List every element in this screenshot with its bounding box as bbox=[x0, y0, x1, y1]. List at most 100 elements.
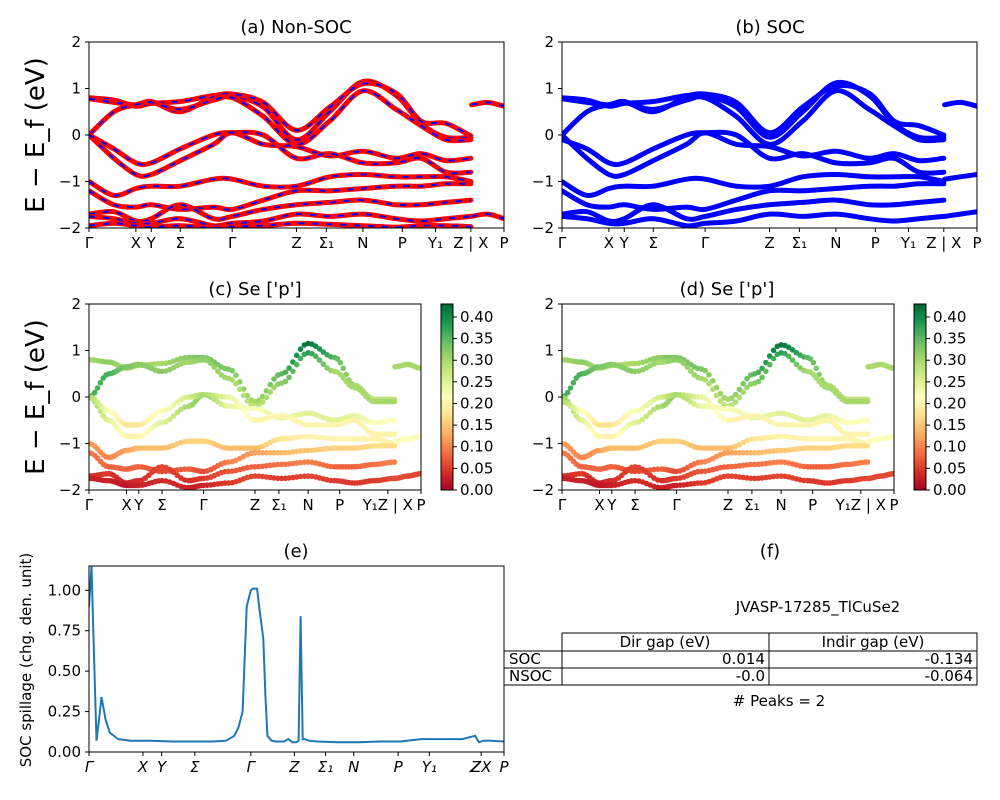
projection-point bbox=[759, 365, 765, 372]
table-row-soc-label: SOC bbox=[509, 650, 541, 668]
xtick-label: X bbox=[594, 496, 604, 514]
projection-point bbox=[864, 443, 871, 449]
ytick-label: 0 bbox=[71, 388, 81, 406]
projection-point bbox=[233, 398, 239, 405]
projection-point bbox=[891, 470, 894, 477]
colorbar-tick-label: 0.25 bbox=[933, 373, 966, 391]
band-line bbox=[562, 211, 947, 228]
projection-point bbox=[267, 389, 274, 395]
band-line-dashed bbox=[89, 89, 471, 146]
xtick-label: N bbox=[348, 758, 359, 776]
projection-point bbox=[271, 384, 277, 391]
ytick-label: 2 bbox=[71, 33, 81, 51]
xtick-label: P bbox=[889, 496, 898, 514]
projection-point bbox=[643, 413, 650, 420]
ytick-label: 0.25 bbox=[48, 703, 81, 721]
band-line bbox=[562, 130, 947, 179]
material-id: JVASP-17285_TlCuSe2 bbox=[735, 598, 900, 617]
colorbar-tick-label: 0.05 bbox=[933, 459, 966, 477]
band-line-dashed bbox=[471, 213, 504, 220]
projection-point bbox=[293, 352, 300, 359]
panel-a: (a) Non-SOC E − E_f (eV) 210−1−2Γ X Y Σ Γ Z Σ₁… bbox=[21, 17, 509, 252]
projection-point bbox=[864, 431, 871, 438]
projection-point bbox=[706, 372, 712, 378]
projection-point bbox=[290, 368, 296, 375]
projection-point bbox=[240, 392, 247, 399]
projection-point bbox=[391, 459, 398, 465]
xtick-label: Γ bbox=[558, 496, 567, 514]
xtick-label: Y bbox=[133, 496, 144, 514]
projection-point bbox=[286, 374, 292, 381]
panel-d-colorbar-ticks: 0.00 0.05 0.10 0.15 0.20 0.25 0.30 0.35 0.40 bbox=[926, 308, 966, 499]
projection-point bbox=[643, 469, 650, 476]
ytick-label: 1.00 bbox=[48, 581, 81, 599]
projection-point bbox=[170, 413, 177, 420]
projection-point bbox=[702, 395, 708, 402]
panel-d-frame bbox=[561, 303, 895, 491]
xtick-label: Σ₁ bbox=[744, 496, 760, 514]
xtick-label: Σ bbox=[176, 234, 185, 252]
plot-area bbox=[89, 340, 421, 490]
projection-point bbox=[864, 398, 871, 405]
projection-point bbox=[391, 417, 398, 424]
ytick-label: 1 bbox=[544, 80, 554, 98]
colorbar-tick-label: 0.15 bbox=[460, 416, 493, 434]
colorbar-tick-label: 0.30 bbox=[933, 351, 966, 369]
projection-point bbox=[240, 408, 247, 415]
panel-f-title: (f) bbox=[760, 541, 780, 562]
panel-c-colorbar: 0.00 0.05 0.10 0.15 0.20 0.25 0.30 0.35 0.40 bbox=[440, 303, 493, 499]
panel-c-frame bbox=[88, 303, 422, 491]
band-line-dashed bbox=[89, 173, 471, 197]
projection-point bbox=[702, 367, 708, 374]
projection-point bbox=[639, 416, 646, 423]
ytick-label: 1 bbox=[544, 342, 554, 360]
panel-a-ylabel: E − E_f (eV) bbox=[21, 57, 51, 213]
projection-point bbox=[891, 433, 894, 440]
xtick-label: Y bbox=[146, 234, 157, 252]
ytick-label: −1 bbox=[532, 435, 554, 453]
projection-point bbox=[736, 394, 743, 401]
xtick-label: Γ bbox=[672, 496, 681, 514]
projection-point bbox=[334, 356, 341, 362]
projection-point bbox=[766, 361, 773, 368]
projection-point bbox=[680, 360, 687, 367]
xtick-label: Σ bbox=[649, 234, 658, 252]
xtick-label: N bbox=[357, 234, 368, 252]
panel-e-ylabel: SOC spillage (chg. den. unit) bbox=[17, 553, 35, 768]
projection-point bbox=[713, 392, 720, 399]
band-line bbox=[562, 88, 947, 147]
ytick-label: 0 bbox=[544, 388, 554, 406]
band-line-dashed bbox=[89, 131, 471, 175]
table-row-nsoc-indir: -0.064 bbox=[925, 667, 973, 685]
xtick-label: X bbox=[604, 234, 614, 252]
projection-point bbox=[312, 353, 319, 360]
colorbar-tick-label: 0.40 bbox=[460, 308, 493, 326]
projection-point bbox=[297, 346, 304, 353]
panel-d-colorbar-gradient bbox=[913, 303, 927, 491]
projection-point bbox=[207, 360, 214, 367]
projection-point bbox=[789, 357, 796, 363]
projection-point bbox=[570, 380, 577, 386]
ytick-label: 0.50 bbox=[48, 662, 81, 680]
plot-area bbox=[89, 78, 504, 228]
panel-c-colorbar-gradient bbox=[440, 303, 454, 491]
ytick-label: 0.00 bbox=[48, 743, 81, 761]
projection-point bbox=[755, 378, 762, 385]
panel-b-frame bbox=[561, 41, 978, 229]
xtick-label: Γ bbox=[228, 234, 237, 252]
projection-point bbox=[891, 365, 894, 371]
projection-point bbox=[418, 433, 421, 440]
projection-point bbox=[643, 402, 650, 409]
band-line bbox=[942, 172, 977, 182]
xtick-label: Z bbox=[250, 496, 260, 514]
projection-point bbox=[166, 416, 173, 423]
xtick-label: Γ bbox=[199, 496, 208, 514]
band-line bbox=[942, 99, 977, 109]
panel-c-colorbar-ticks: 0.00 0.05 0.10 0.15 0.20 0.25 0.30 0.35 0.40 bbox=[453, 308, 493, 499]
panel-f: (f) JVASP-17285_TlCuSe2 Dir gap (eV) Ind… bbox=[503, 541, 978, 710]
panel-e-title: (e) bbox=[283, 541, 308, 562]
projection-point bbox=[732, 399, 739, 405]
xtick-label: P bbox=[394, 758, 404, 776]
